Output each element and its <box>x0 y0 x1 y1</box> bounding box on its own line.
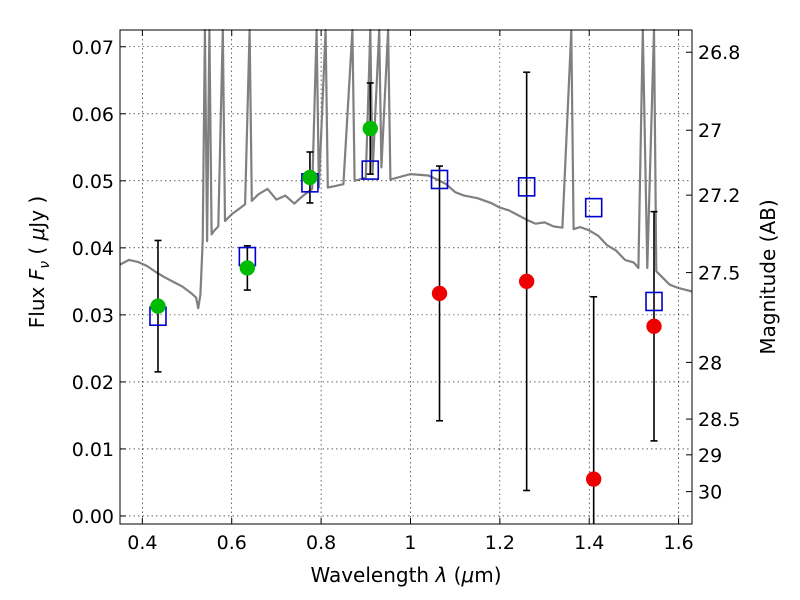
magnitude-axis-label: Magnitude (AB) <box>756 199 780 354</box>
y-tick-labels: 0.00 0.01 0.02 0.03 0.04 0.05 0.06 0.07 <box>72 37 114 528</box>
magnitude-tick-label: 28 <box>698 352 722 374</box>
model-point-square <box>517 177 536 197</box>
x-tick-label: 1.4 <box>574 532 604 554</box>
x-tick-label: 1.6 <box>663 532 693 554</box>
detection-point-green <box>302 169 318 186</box>
flux-point-red <box>646 318 662 335</box>
y-axis-label: Flux Fν ( μJy ) <box>25 196 53 328</box>
y-tick-label: 0.03 <box>72 305 114 327</box>
model-point-square <box>361 160 380 180</box>
detection-point-green <box>362 120 378 137</box>
plot-area-frame <box>119 29 693 525</box>
x-tick-label: 0.4 <box>127 532 157 554</box>
model-point-square <box>430 169 449 190</box>
x-tick-labels: 0.4 0.6 0.8 1 1.2 1.4 1.6 <box>127 532 693 554</box>
y-tick-label: 0.00 <box>72 506 114 528</box>
x-tick-label: 1.2 <box>485 532 515 554</box>
model-point-square <box>645 291 663 312</box>
y-tick-label: 0.01 <box>72 439 114 461</box>
x-tick-label: 0.6 <box>217 532 247 554</box>
magnitude-tick-labels: 26.8 27 27.2 27.5 28 28.5 29 30 <box>698 42 740 503</box>
detection-point-green <box>239 260 256 276</box>
model-point-square <box>584 197 603 218</box>
x-axis-label: Wavelength λ (μm) <box>310 563 501 587</box>
x-tick-label: 0.8 <box>306 532 336 554</box>
magnitude-tick-label: 27.5 <box>698 263 740 285</box>
flux-point-red <box>431 285 448 302</box>
flux-point-red <box>518 273 535 290</box>
ticks <box>120 30 692 524</box>
markers <box>149 120 663 487</box>
magnitude-tick-label: 28.5 <box>698 409 740 431</box>
magnitude-tick-label: 27 <box>698 120 722 142</box>
spectrum-line <box>119 28 693 310</box>
magnitude-tick-label: 27.2 <box>698 185 740 207</box>
detection-point-green <box>150 298 166 314</box>
magnitude-tick-label: 30 <box>698 482 722 504</box>
y-tick-label: 0.07 <box>72 37 114 59</box>
error-bars <box>154 71 658 524</box>
magnitude-tick-label: 29 <box>698 445 722 467</box>
y-tick-label: 0.05 <box>72 171 114 193</box>
spectrum-series <box>119 28 693 310</box>
flux-point-red <box>585 471 602 487</box>
y-tick-label: 0.06 <box>72 104 114 126</box>
y-tick-label: 0.04 <box>72 238 114 260</box>
magnitude-tick-label: 26.8 <box>698 42 740 64</box>
y-tick-label: 0.02 <box>72 372 114 394</box>
x-tick-label: 1 <box>404 532 416 554</box>
